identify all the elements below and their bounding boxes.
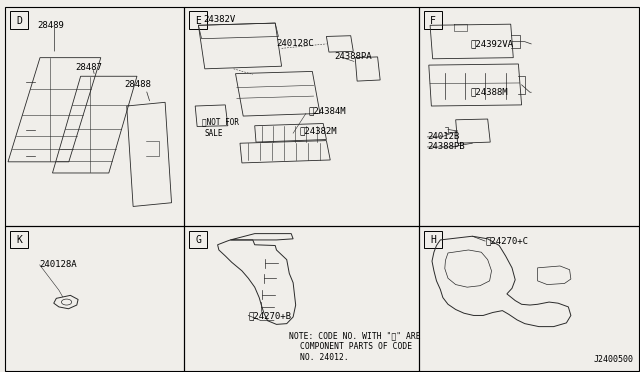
Text: 24388PA: 24388PA bbox=[334, 52, 372, 61]
FancyBboxPatch shape bbox=[189, 231, 207, 248]
Text: 28489: 28489 bbox=[37, 21, 64, 30]
Bar bbox=[419, 7, 639, 226]
Text: ※24388M: ※24388M bbox=[470, 88, 508, 97]
Text: 24012B: 24012B bbox=[428, 132, 460, 141]
Text: NOTE: CODE NO. WITH "※" ARE: NOTE: CODE NO. WITH "※" ARE bbox=[289, 331, 421, 340]
FancyBboxPatch shape bbox=[424, 11, 442, 29]
Text: J2400500: J2400500 bbox=[594, 355, 634, 364]
Text: ※NOT FOR: ※NOT FOR bbox=[202, 118, 239, 126]
Text: H: H bbox=[430, 235, 436, 245]
Bar bbox=[5, 7, 184, 226]
Text: E: E bbox=[195, 16, 202, 26]
Text: ※24270+B: ※24270+B bbox=[248, 311, 291, 320]
Text: G: G bbox=[195, 235, 202, 245]
Text: 28488: 28488 bbox=[125, 80, 152, 89]
Text: SALE: SALE bbox=[205, 129, 223, 138]
Text: COMPONENT PARTS OF CODE: COMPONENT PARTS OF CODE bbox=[300, 342, 412, 351]
FancyBboxPatch shape bbox=[10, 11, 28, 29]
Text: 240128A: 240128A bbox=[40, 260, 77, 269]
Bar bbox=[184, 7, 419, 226]
Bar bbox=[419, 226, 639, 371]
FancyBboxPatch shape bbox=[424, 231, 442, 248]
FancyBboxPatch shape bbox=[189, 11, 207, 29]
Text: ※24270+C: ※24270+C bbox=[485, 237, 528, 246]
Text: 24388PB: 24388PB bbox=[428, 142, 465, 151]
Text: D: D bbox=[16, 16, 22, 26]
Text: 24382V: 24382V bbox=[204, 15, 236, 24]
FancyBboxPatch shape bbox=[10, 231, 28, 248]
Text: 28487: 28487 bbox=[76, 63, 102, 72]
Text: 240128C: 240128C bbox=[276, 39, 314, 48]
Text: F: F bbox=[430, 16, 436, 26]
Text: ※24382M: ※24382M bbox=[300, 126, 337, 135]
Bar bbox=[184, 226, 419, 371]
Bar bbox=[5, 226, 184, 371]
Text: ※24392VA: ※24392VA bbox=[470, 39, 513, 48]
Text: NO. 24012.: NO. 24012. bbox=[300, 353, 348, 362]
Text: K: K bbox=[16, 235, 22, 245]
Text: ※24384M: ※24384M bbox=[308, 106, 346, 115]
